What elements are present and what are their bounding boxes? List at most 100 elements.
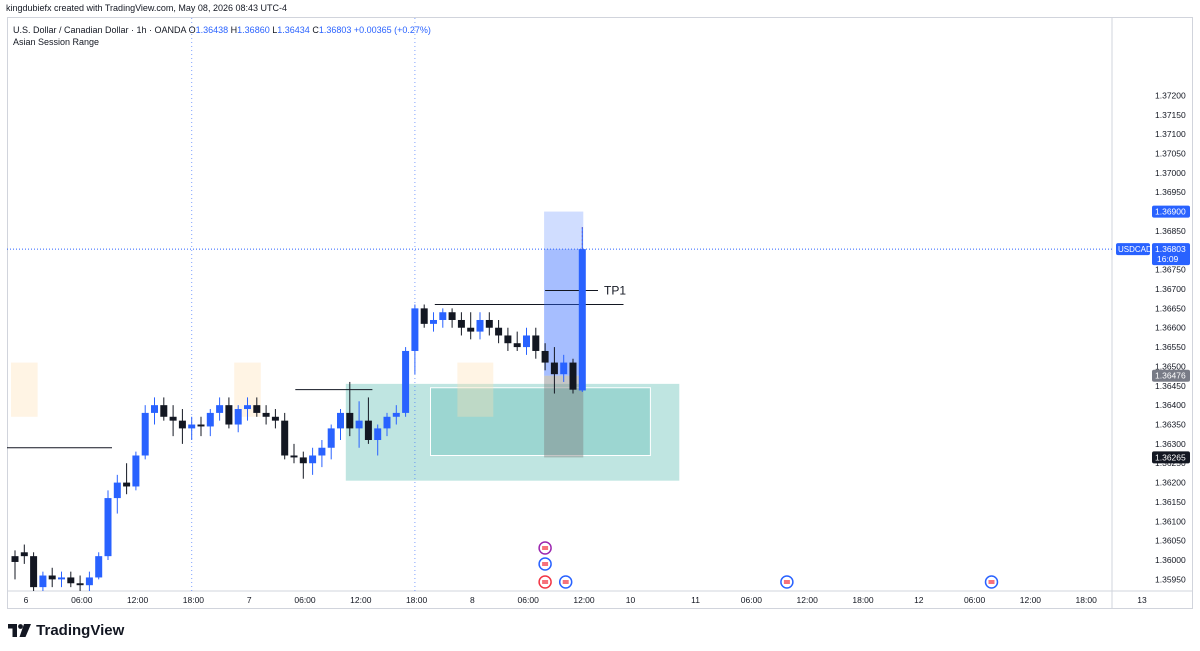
candle-body [197, 424, 205, 427]
x-tick-label: 13 [1137, 595, 1147, 605]
legend-ohlc-row: U.S. Dollar / Canadian Dollar · 1h · OAN… [13, 24, 431, 36]
candle-body [569, 362, 577, 390]
x-tick-label: 11 [691, 595, 700, 605]
x-tick-label: 12 [914, 595, 924, 605]
price-tag [1152, 369, 1190, 382]
legend-low: 1.36434 [277, 25, 310, 35]
legend-symbol[interactable]: U.S. Dollar / Canadian Dollar · 1h · OAN… [13, 25, 187, 35]
tp1-label: TP1 [604, 284, 626, 298]
y-tick-label: 1.37050 [1155, 149, 1186, 159]
candle-body [364, 420, 372, 441]
x-tick-label: 18:00 [406, 595, 428, 605]
tradingview-logo[interactable]: TradingView [8, 622, 124, 639]
candle-body [48, 575, 56, 580]
y-tick-label: 1.36950 [1155, 187, 1186, 197]
candle-body [523, 335, 530, 348]
candle-body [578, 249, 586, 391]
candle-body [132, 455, 140, 487]
position-profit-fill [544, 249, 584, 376]
candle-body [58, 577, 65, 580]
x-tick-label: 06:00 [518, 595, 540, 605]
legend-open-key: O [188, 25, 196, 35]
candle-body [141, 412, 149, 456]
y-tick-label: 1.36450 [1155, 381, 1186, 391]
price-tag-label: 1.36265 [1155, 452, 1186, 462]
candle-body [448, 312, 456, 320]
y-tick-label: 1.36400 [1155, 400, 1186, 410]
candle-body [281, 420, 289, 456]
candle-body [151, 405, 158, 413]
y-tick-label: 1.36050 [1155, 536, 1186, 546]
candle-body [299, 457, 307, 464]
candle-body [225, 405, 233, 425]
brand-name: TradingView [36, 622, 125, 639]
candle-body [234, 409, 242, 425]
x-tick-label: 8 [470, 595, 475, 605]
session-range-box [11, 362, 38, 417]
candle-body [309, 455, 317, 464]
candle-body [485, 319, 493, 328]
y-tick-label: 1.36650 [1155, 303, 1186, 313]
top-bar: kingdubiefx created with TradingView.com… [0, 0, 1200, 17]
candle-body [104, 498, 112, 557]
candle-body [271, 416, 279, 421]
candle-body [123, 482, 131, 487]
event-flag-stripe [542, 562, 549, 566]
candle-body [253, 405, 261, 413]
y-tick-label: 1.37100 [1155, 129, 1186, 139]
candle-body [355, 420, 363, 429]
candle-body [160, 405, 168, 417]
x-tick-label: 18:00 [852, 595, 874, 605]
candle-body [504, 335, 512, 344]
candle-body [67, 577, 75, 584]
candle-body [95, 556, 103, 578]
y-tick-label: 1.36000 [1155, 555, 1186, 565]
demand-zone-inner [430, 387, 651, 456]
candle-body [178, 420, 186, 429]
candle-body [76, 583, 84, 586]
x-tick-label: 06:00 [294, 595, 316, 605]
symbol-tag [1116, 243, 1150, 256]
candle-body [457, 319, 465, 328]
candle-body [85, 577, 93, 586]
candle-body [383, 416, 391, 429]
candle-body [169, 416, 177, 421]
event-flag-stripe [783, 580, 790, 584]
event-flag-stripe [988, 580, 995, 584]
candle-body [39, 575, 47, 588]
candle-body [476, 319, 484, 332]
y-tick-label: 1.37000 [1155, 168, 1186, 178]
position-target-zone [544, 211, 584, 376]
legend-indicator[interactable]: Asian Session Range [13, 37, 100, 47]
candle-body [550, 362, 558, 375]
x-tick-label: 06:00 [71, 595, 93, 605]
x-tick-label: 10 [626, 595, 636, 605]
y-tick-label: 1.36150 [1155, 497, 1186, 507]
candle-body [439, 312, 447, 320]
legend-high-key: H [230, 25, 238, 35]
candle-body [420, 308, 428, 324]
legend-open: 1.36438 [195, 25, 229, 35]
y-tick-label: 1.36200 [1155, 478, 1186, 488]
candle-body [113, 482, 121, 499]
x-tick-label: 06:00 [964, 595, 986, 605]
x-tick-label: 6 [24, 595, 29, 605]
chart-frame[interactable] [7, 17, 1193, 609]
y-tick-label: 1.36550 [1155, 342, 1186, 352]
event-flag-stripe [542, 546, 549, 550]
chart-credit: kingdubiefx created with TradingView.com… [6, 3, 287, 13]
current-price-label: 1.36803 [1155, 244, 1186, 254]
x-tick-label: 18:00 [1076, 595, 1098, 605]
event-flag-stripe [542, 580, 549, 584]
current-price-tag [1152, 243, 1190, 266]
legend-close: 1.36803 [318, 25, 352, 35]
y-tick-label: 1.36300 [1155, 439, 1186, 449]
candle-body [216, 405, 224, 413]
candle-body [11, 556, 19, 562]
session-range-box [457, 362, 494, 417]
y-tick-label: 1.37150 [1155, 110, 1186, 120]
candle-body [30, 556, 38, 588]
candle-body [318, 447, 326, 456]
price-tag [1152, 205, 1190, 218]
